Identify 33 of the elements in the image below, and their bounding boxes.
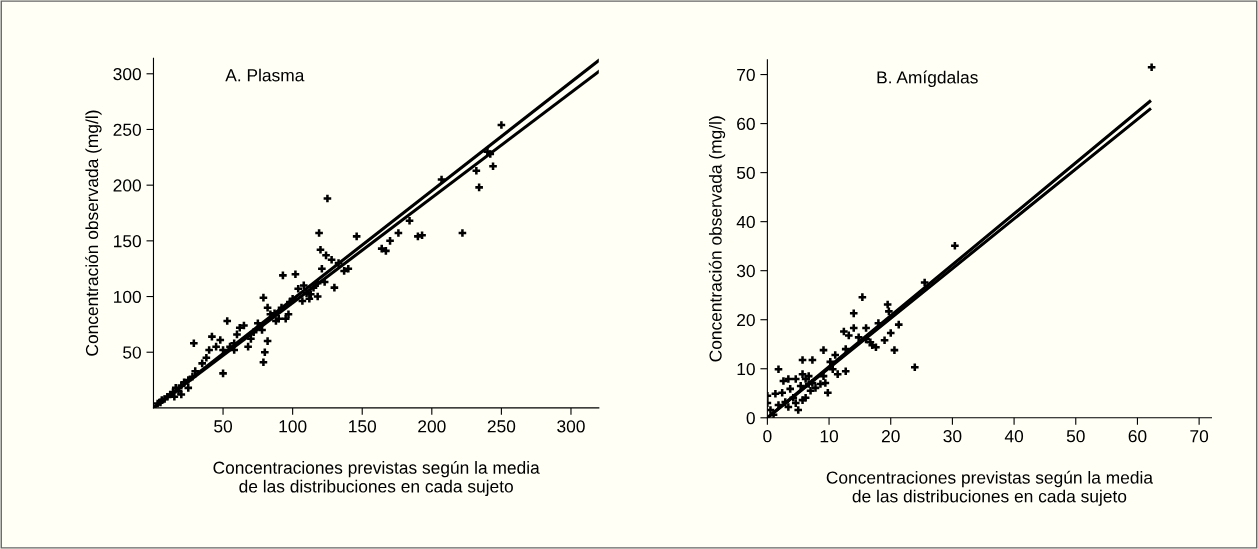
y-axis-title: Concentración observada (mg/l)	[85, 110, 102, 356]
y-tick-label: 100	[114, 290, 141, 303]
y-tick-label: 10	[737, 362, 755, 376]
x-tick-label: 200	[418, 420, 446, 433]
x-tick-label: 40	[1004, 430, 1024, 443]
y-tick-label: 30	[736, 264, 755, 278]
y-tick-label: 60	[737, 117, 755, 131]
x-tick-label: 30	[943, 430, 962, 443]
y-tick-label: 200	[113, 179, 141, 192]
y-tick-label: 250	[113, 123, 141, 136]
text: B. Amígdalas	[877, 70, 978, 87]
x-tick-label: 20	[881, 430, 900, 443]
x-axis-title: Concentraciones previstas según la media de las distribuciones en cada sujeto	[213, 460, 540, 496]
x-tick-label: 250	[487, 420, 516, 433]
y-tick-label: 50	[736, 166, 755, 180]
y-tick-label: 40	[736, 215, 755, 229]
x-tick-label: 150	[349, 420, 377, 433]
y-tick-label: 70	[737, 68, 755, 82]
x-tick-label: 60	[1128, 430, 1147, 443]
x-tick-label: 300	[557, 420, 585, 433]
y-tick-label: 50	[123, 346, 141, 359]
chart-title: A. Plasma	[225, 68, 305, 82]
x-axis-title: Concentraciones previstas según la media de las distribuciones en cada sujeto	[826, 470, 1153, 506]
x-tick-label: 70	[1190, 430, 1209, 443]
y-axis-title: Concentración observada (mg/l)	[708, 116, 726, 362]
y-tick-label: 300	[113, 67, 141, 81]
x-tick-label: 100	[279, 420, 307, 433]
x-tick-label: 50	[214, 420, 233, 433]
x-tick-label: 0	[763, 430, 772, 443]
x-tick-label: 50	[1066, 430, 1085, 443]
y-tick-label: 20	[737, 313, 755, 327]
y-tick-label: 150	[114, 235, 141, 248]
x-tick-label: 10	[820, 430, 839, 443]
